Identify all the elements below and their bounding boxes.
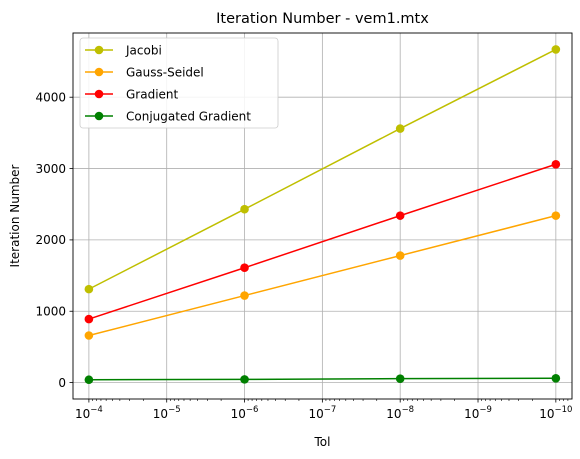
data-point-conjugated-gradient — [240, 375, 249, 384]
data-point-gauss-seidel — [240, 291, 249, 300]
data-point-gauss-seidel — [84, 331, 94, 340]
x-tick-label: 10−8 — [386, 405, 414, 421]
legend-label: Jacobi — [125, 43, 162, 57]
y-tick-label: 2000 — [35, 233, 66, 247]
data-point-jacobi — [551, 45, 561, 54]
legend-marker — [94, 111, 104, 121]
chart-title: Iteration Number - vem1.mtx — [216, 11, 429, 27]
legend-label: Conjugated Gradient — [126, 109, 251, 123]
legend-marker — [94, 67, 104, 77]
series-line-gradient — [88, 163, 557, 320]
x-axis-label: Tol — [314, 435, 331, 449]
legend-entry-gradient: Gradient — [85, 87, 179, 101]
y-tick-label: 1000 — [35, 305, 66, 319]
data-point-gradient — [551, 159, 561, 169]
data-point-conjugated-gradient — [84, 375, 94, 385]
series-line-jacobi — [88, 48, 557, 290]
series-jacobi — [84, 45, 561, 294]
legend-label: Gradient — [126, 87, 179, 101]
data-point-gauss-seidel — [395, 251, 405, 260]
x-axis: 10−4 10−5 10−6 10−7 10−8 10−9 10−10 — [75, 399, 572, 421]
legend-label: Gauss-Seidel — [126, 65, 204, 79]
legend-marker — [94, 89, 104, 99]
series-conjugated-gradient — [84, 374, 561, 385]
data-point-conjugated-gradient — [395, 374, 405, 383]
x-tick-label: 10−4 — [75, 405, 103, 421]
data-point-jacobi — [240, 204, 249, 214]
y-tick-label: 4000 — [35, 91, 66, 105]
series-gauss-seidel — [84, 211, 561, 340]
data-point-gradient — [395, 211, 405, 220]
series-line-gauss-seidel — [88, 214, 557, 337]
x-tick-label: 10−5 — [153, 405, 181, 421]
y-axis: 0 1000 2000 3000 4000 — [35, 91, 73, 390]
legend-marker — [94, 45, 104, 55]
legend: Jacobi Gauss-Seidel Gradient Conjugated Gra… — [79, 37, 279, 129]
x-tick-label: 10−10 — [539, 405, 572, 421]
y-tick-label: 3000 — [35, 162, 66, 176]
legend-entry-jacobi: Jacobi — [85, 43, 162, 57]
x-tick-label: 10−9 — [464, 405, 492, 421]
x-tick-label: 10−7 — [308, 405, 336, 421]
data-point-jacobi — [84, 284, 94, 294]
legend-entry-conjugated-gradient: Conjugated Gradient — [85, 109, 251, 123]
legend-box — [79, 37, 279, 129]
data-point-gradient — [240, 263, 249, 273]
x-tick-label: 10−6 — [231, 405, 259, 421]
data-point-gauss-seidel — [551, 211, 561, 220]
data-point-gradient — [84, 314, 94, 324]
y-axis-label: Iteration Number — [8, 164, 22, 267]
y-tick-label: 0 — [58, 376, 66, 390]
series-layer — [84, 45, 561, 385]
series-gradient — [84, 159, 561, 324]
data-point-jacobi — [395, 124, 405, 133]
legend-entry-gauss-seidel: Gauss-Seidel — [85, 65, 204, 79]
data-point-conjugated-gradient — [551, 374, 561, 383]
series-line-conjugated-gradient — [88, 377, 556, 381]
